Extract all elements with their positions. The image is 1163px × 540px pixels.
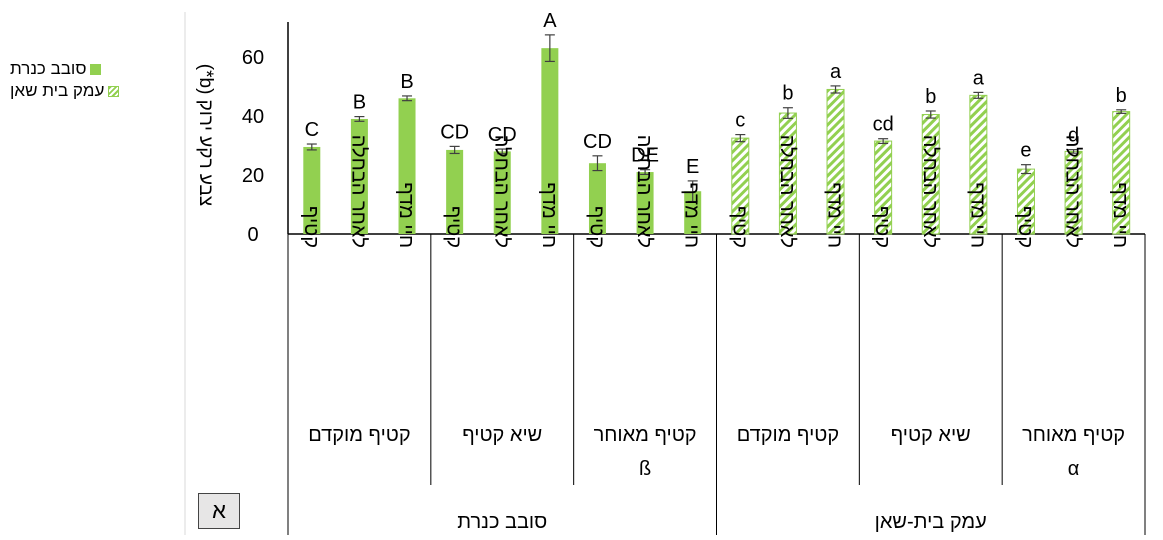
harvest-group-label: קטיף מאוחר xyxy=(594,424,697,446)
significance-letter: B xyxy=(400,71,413,93)
y-tick-label: 40 xyxy=(242,106,264,128)
significance-letter: cd xyxy=(873,114,894,136)
significance-letter: b xyxy=(925,86,936,108)
legend-label-kinneret: סובב כנרת xyxy=(10,58,86,80)
legend-swatch-solid xyxy=(90,64,101,75)
harvest-group-label: קטיף מוקדם xyxy=(308,424,410,446)
significance-letter: a xyxy=(830,61,842,83)
y-tick-label: 20 xyxy=(242,165,264,187)
harvest-group-label: קטיף מאוחר xyxy=(1022,424,1125,446)
category-label: לאחר הבחלה xyxy=(1062,135,1084,248)
category-label: קטיף xyxy=(728,206,750,248)
category-label: לאחר הבחלה xyxy=(919,135,941,248)
harvest-group-label: קטיף מוקדם xyxy=(737,424,839,446)
y-axis-title: צבע רקע ירוק (b*) xyxy=(195,64,216,207)
significance-letter: CD xyxy=(583,131,612,153)
category-label: קטיף xyxy=(585,206,607,248)
significance-letter: b xyxy=(782,83,793,105)
significance-letter: CD xyxy=(440,121,469,143)
significance-letter: e xyxy=(1020,140,1031,162)
category-label: לאחר הבחלה xyxy=(633,135,655,248)
significance-letter: a xyxy=(973,67,985,89)
panel-label: א xyxy=(198,493,240,529)
legend: סובב כנרת עמק בית שאן xyxy=(10,58,119,102)
category-label: חיי מדף xyxy=(1109,182,1131,248)
significance-letter: c xyxy=(735,110,745,132)
category-label: חיי מדף xyxy=(538,182,560,248)
region-label: עמק בית-שאן xyxy=(875,511,987,533)
harvest-group-sublabel: ß xyxy=(639,458,651,480)
category-label: קטיף xyxy=(871,206,893,248)
legend-swatch-hatched xyxy=(108,86,119,97)
y-tick-label: 0 xyxy=(247,224,258,246)
region-label: סובב כנרת xyxy=(457,511,547,533)
category-label: חיי מדף xyxy=(966,182,988,248)
category-label: קטיף xyxy=(443,206,465,248)
category-label: קטיף xyxy=(300,206,322,248)
significance-letter: b xyxy=(1116,85,1127,107)
significance-letter: B xyxy=(353,92,366,114)
significance-letter: A xyxy=(543,10,557,32)
category-label: קטיף xyxy=(1014,206,1036,248)
category-label: חיי מדף xyxy=(681,182,703,248)
category-label: לאחר הבחלה xyxy=(347,135,369,248)
harvest-group-sublabel: α xyxy=(1068,458,1080,480)
legend-item-kinneret: סובב כנרת xyxy=(10,58,119,80)
category-label: חיי מדף xyxy=(824,182,846,248)
category-label: לאחר הבחלה xyxy=(776,135,798,248)
significance-letter: E xyxy=(686,156,699,178)
significance-letter: C xyxy=(305,119,319,141)
legend-label-beit-shean: עמק בית שאן xyxy=(10,80,104,102)
harvest-group-label: שיא קטיף xyxy=(891,424,971,446)
category-label: חיי מדף xyxy=(395,182,417,248)
harvest-group-label: שיא קטיף xyxy=(462,424,542,446)
legend-item-beit-shean: עמק בית שאן xyxy=(10,80,119,102)
category-label: לאחר הבחלה xyxy=(490,135,512,248)
y-tick-label: 60 xyxy=(242,47,264,69)
